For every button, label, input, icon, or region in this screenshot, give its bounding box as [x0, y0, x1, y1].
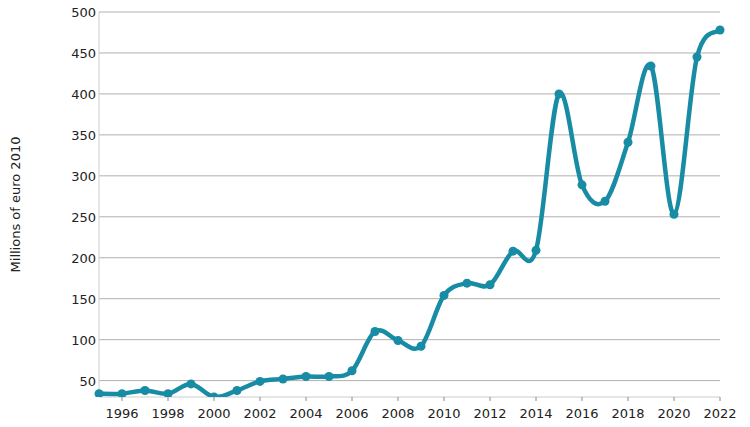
data-point: [716, 26, 725, 35]
x-tick: [352, 397, 353, 401]
y-tick-label: 350: [71, 128, 96, 143]
grid-line: [99, 134, 720, 135]
y-tick-label: 250: [71, 210, 96, 225]
plot-area: [95, 26, 725, 397]
x-tick: [122, 397, 123, 401]
data-point: [693, 53, 702, 62]
x-tick: [168, 397, 169, 401]
data-point: [532, 246, 541, 255]
data-point: [440, 291, 449, 300]
x-tick-label: 2018: [611, 406, 644, 421]
data-point: [141, 386, 150, 395]
x-tick: [582, 397, 583, 401]
data-point: [601, 197, 610, 206]
data-point: [302, 372, 311, 381]
x-tick-label: 2016: [565, 406, 598, 421]
grid-line: [99, 175, 720, 176]
grid-line: [99, 298, 720, 299]
data-point: [210, 393, 219, 398]
x-tick: [260, 397, 261, 401]
x-tick-label: 2022: [703, 406, 736, 421]
chart: 50 100 150 200 250 300 350 400 450 500 1996 1998 200…: [0, 0, 750, 427]
grid-line: [99, 216, 720, 217]
x-tick-label: 2014: [519, 406, 552, 421]
x-tick: [536, 397, 537, 401]
data-point: [578, 180, 587, 189]
data-point: [647, 62, 656, 71]
x-tick: [306, 397, 307, 401]
data-point: [417, 342, 426, 351]
x-tick-label: 2010: [427, 406, 460, 421]
grid-line: [99, 52, 720, 53]
data-point: [95, 389, 104, 397]
x-tick: [214, 397, 215, 401]
x-tick-label: 2002: [243, 406, 276, 421]
y-tick-label: 150: [71, 292, 96, 307]
grid-line: [99, 93, 720, 94]
data-point: [187, 379, 196, 388]
data-point: [463, 279, 472, 288]
y-tick-label: 300: [71, 169, 96, 184]
y-tick-label: 100: [71, 333, 96, 348]
y-tick-label: 450: [71, 46, 96, 61]
data-point: [118, 389, 127, 397]
x-tick: [398, 397, 399, 401]
x-tick-label: 2004: [289, 406, 322, 421]
y-tick-label: 200: [71, 251, 96, 266]
x-tick-label: 2006: [335, 406, 368, 421]
grid-line: [99, 339, 720, 340]
x-tick-label: 2008: [381, 406, 414, 421]
y-axis-title: Millions of euro 2010: [8, 137, 23, 273]
y-tick-label: 500: [71, 5, 96, 20]
data-point: [670, 210, 679, 219]
data-point: [164, 389, 173, 397]
x-tick: [628, 397, 629, 401]
x-tick: [490, 397, 491, 401]
data-line: [99, 30, 720, 397]
x-tick-label: 1998: [151, 406, 184, 421]
data-point: [486, 280, 495, 289]
x-axis-line: [99, 397, 720, 398]
x-tick-label: 1996: [105, 406, 138, 421]
x-tick-label: 2012: [473, 406, 506, 421]
data-point: [348, 366, 357, 375]
data-point: [371, 327, 380, 336]
data-point: [394, 336, 403, 345]
data-point: [325, 372, 334, 381]
x-tick: [720, 397, 721, 401]
grid-line: [99, 12, 720, 13]
data-point: [233, 386, 242, 395]
x-tick-label: 2020: [657, 406, 690, 421]
data-point: [555, 89, 564, 98]
data-point: [624, 138, 633, 147]
y-tick-label: 50: [79, 374, 96, 389]
data-point: [509, 247, 518, 256]
y-tick-label: 400: [71, 87, 96, 102]
x-tick: [674, 397, 675, 401]
data-point: [279, 374, 288, 383]
x-tick-label: 2000: [197, 406, 230, 421]
y-axis-line: [99, 12, 100, 397]
x-tick: [444, 397, 445, 401]
grid-line: [99, 257, 720, 258]
data-point: [256, 377, 265, 386]
